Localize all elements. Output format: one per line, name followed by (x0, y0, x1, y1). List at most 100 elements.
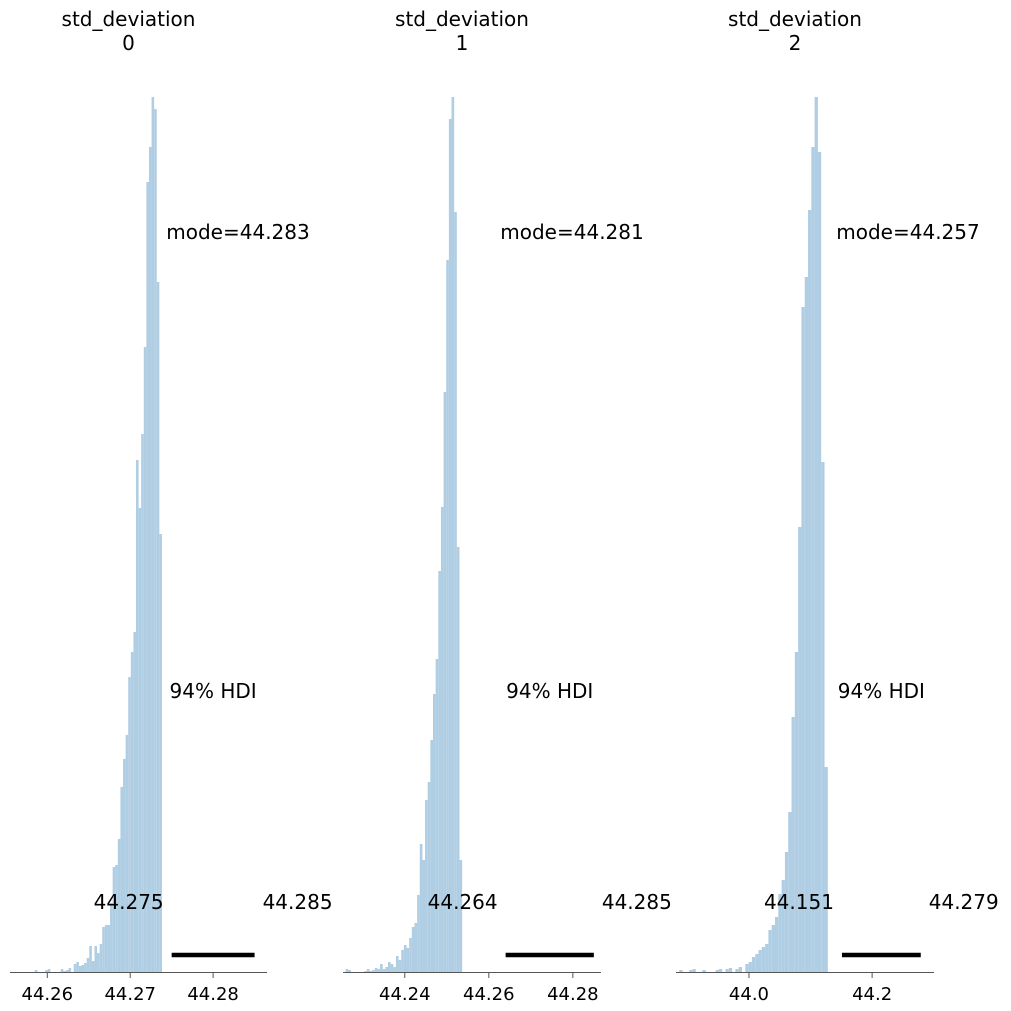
histogram-bar (778, 894, 782, 972)
panel-1-ticks: 44.24 44.26 44.28 (379, 972, 599, 1005)
histogram-bar (768, 930, 772, 972)
panel-1-mode-label: mode=44.281 (500, 220, 643, 244)
histogram-bar (715, 970, 719, 972)
panel-0-title-line2: 0 (122, 31, 135, 55)
histogram-bar (372, 970, 375, 972)
histogram-bar (808, 210, 812, 972)
panel-1-title-line2: 1 (456, 31, 469, 55)
panel-2-hdi-label: 94% HDI (838, 679, 925, 703)
histogram-bar (454, 212, 457, 972)
histogram-bar (345, 969, 349, 972)
histogram-bar (388, 962, 391, 972)
histogram-bar (446, 260, 449, 972)
histogram-bar (814, 97, 818, 972)
histogram-bar (401, 950, 404, 972)
panel-0: 44.26 44.27 44.28 std_deviation 0 mode=44.… (10, 7, 333, 1005)
histogram-bar (76, 962, 79, 972)
histogram-bar (817, 152, 822, 972)
histogram-bar (380, 964, 383, 972)
panel-0-hdi-label: 94% HDI (170, 679, 257, 703)
histogram-bar (89, 946, 92, 972)
histogram-bar (110, 903, 113, 972)
histogram-bar (725, 969, 729, 972)
histogram-bar (141, 434, 144, 972)
histogram-bar (781, 880, 785, 972)
histogram-bar (788, 812, 792, 972)
histogram-bar (448, 119, 452, 972)
histogram-bar (409, 938, 412, 972)
histogram-bar (151, 97, 155, 972)
histogram-bar (728, 968, 733, 972)
histogram-bar (138, 508, 142, 972)
histogram-bar (395, 956, 399, 972)
panel-2-hdi-high-label: 44.279 (929, 890, 999, 914)
panel-2: 44.0 44.2 std_deviation 2 mode=44.257 94%… (676, 7, 999, 1005)
histogram-bar (398, 960, 402, 972)
histogram-bar (459, 860, 463, 972)
histogram-bar (385, 967, 389, 972)
histogram-bar (60, 969, 64, 972)
histogram-bar (63, 971, 66, 972)
x-tick-label: 44.0 (729, 984, 769, 1005)
histogram-bar (758, 950, 762, 972)
histogram-bar (425, 800, 428, 972)
histogram-bar (154, 109, 157, 972)
histogram-bar (679, 970, 683, 972)
histogram-bar (419, 844, 423, 972)
panel-2-title-line1: std_deviation (728, 7, 862, 31)
histogram-bar (745, 964, 749, 972)
histogram-bar (798, 527, 802, 972)
histogram-bar (702, 970, 706, 972)
histogram-bar (97, 953, 100, 972)
histogram-bar (393, 967, 396, 972)
histogram-bar (112, 867, 116, 972)
histogram-bar (364, 971, 367, 972)
panel-0-title-line1: std_deviation (62, 7, 196, 31)
histogram-bar (451, 97, 455, 972)
histogram-bar (435, 659, 439, 972)
histogram-bar (86, 958, 90, 972)
histogram-bar (107, 925, 111, 972)
x-tick-label: 44.24 (379, 984, 431, 1005)
histogram-bar (133, 632, 136, 972)
panel-2-hdi-low-label: 44.151 (764, 890, 834, 914)
histogram-bar (374, 968, 378, 972)
histogram-bar (128, 677, 131, 972)
histogram-bar (751, 957, 756, 972)
histogram-bar (430, 740, 434, 972)
x-tick-label: 44.26 (22, 984, 74, 1005)
panel-1-bars (345, 97, 463, 972)
histogram-bar (438, 571, 441, 972)
histogram-bar (411, 927, 415, 972)
x-tick-label: 44.2 (852, 984, 892, 1005)
histogram-bar (692, 969, 696, 972)
histogram-bar (718, 969, 723, 972)
histogram-bar (65, 970, 69, 972)
panel-2-title-line2: 2 (789, 31, 802, 55)
histogram-bar (156, 282, 160, 972)
histogram-bar (804, 277, 809, 972)
histogram-bar (791, 717, 795, 972)
panel-2-bars (679, 97, 828, 972)
histogram-bar (433, 694, 436, 972)
x-tick-label: 44.27 (104, 984, 156, 1005)
histogram-bar (403, 945, 407, 972)
panel-2-mode-label: mode=44.257 (836, 220, 979, 244)
histogram-bar (801, 307, 805, 972)
histogram-bar (123, 759, 126, 972)
panel-2-ticks: 44.0 44.2 (729, 972, 892, 1005)
panel-0-mode-label: mode=44.283 (166, 220, 309, 244)
x-tick-label: 44.26 (463, 984, 515, 1005)
panel-1: 44.24 44.26 44.28 std_deviation 1 mode=44.… (343, 7, 672, 1005)
histogram-bar (689, 970, 693, 972)
x-tick-label: 44.28 (547, 984, 599, 1005)
histogram-bar (91, 961, 95, 972)
histogram-bar (73, 964, 77, 972)
histogram-bar (443, 392, 447, 972)
histogram-bar (794, 652, 799, 972)
histogram-bar (821, 462, 825, 972)
histogram-bar (136, 460, 139, 972)
histogram-bar (775, 917, 779, 972)
panel-1-hdi-low-label: 44.264 (428, 890, 498, 914)
panel-1-hdi-label: 94% HDI (506, 679, 593, 703)
